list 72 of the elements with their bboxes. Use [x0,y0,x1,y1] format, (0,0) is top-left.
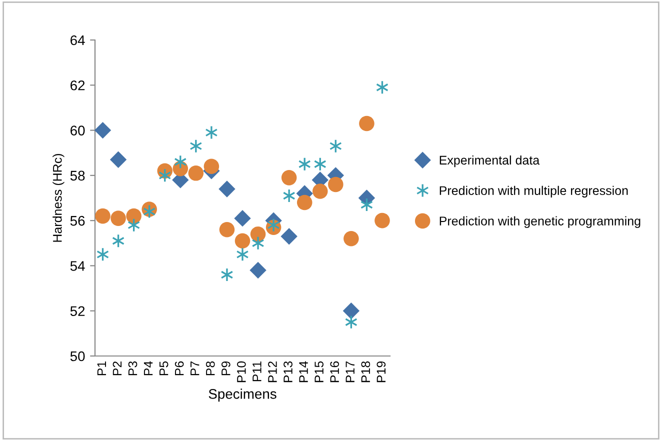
point [95,208,110,224]
point [218,180,236,198]
point [220,268,234,282]
x-tick-label: P18 [361,361,370,382]
point [219,222,235,238]
y-tick-label: 56 [70,216,85,226]
point [312,184,328,199]
point [282,188,296,203]
point [112,234,125,248]
y-tick-label: 52 [70,306,85,316]
x-axis-title: Specimens [208,388,276,402]
point [281,170,297,186]
point [376,80,389,94]
x-tick-label: P16 [330,361,340,382]
y-axis-title: Hardness (HRc) [52,154,64,242]
y-tick-label: 62 [70,80,85,90]
point [280,228,298,245]
x-tick-label: P19 [376,361,386,382]
point [234,210,251,227]
x-tick-label: P15 [314,361,324,382]
point [158,168,172,183]
point [236,247,249,262]
y-tick-label: 64 [70,35,85,46]
x-tick-label: P2 [112,361,122,376]
x-tick-label: P17 [346,361,354,382]
point [328,176,344,192]
point [250,226,266,242]
x-tick-label: P12 [268,361,277,382]
legend-label: Prediction with genetic programming [440,216,640,228]
point [126,208,142,224]
point [329,139,342,154]
point [374,212,390,228]
y-tick-label: 58 [70,170,85,181]
point [359,116,374,132]
point [250,262,266,279]
x-tick-label: P3 [128,361,138,376]
point [110,210,126,226]
point [298,157,311,172]
x-tick-label: P8 [206,361,215,376]
point [96,247,110,262]
x-tick-label: P5 [160,361,168,376]
point [174,154,187,169]
y-tick-label: 50 [70,351,85,362]
point [344,315,358,330]
point [342,302,360,320]
point [94,122,112,139]
x-tick-label: P13 [284,361,292,382]
x-tick-label: P7 [190,361,200,376]
point [188,166,204,181]
point [267,218,280,232]
y-tick-label: 60 [70,126,85,136]
point [234,233,250,249]
x-tick-label: P6 [174,361,184,376]
x-tick-label: P4 [144,361,153,376]
x-tick-label: P14 [299,361,308,382]
point [205,125,218,140]
point [296,194,312,210]
point [314,157,326,172]
legend-label: Experimental data [440,155,540,168]
point [128,218,140,232]
legend-label: Prediction with multiple regression [440,186,628,198]
point [252,236,264,250]
x-tick-label: P10 [237,361,246,382]
point [360,198,373,212]
point [190,139,202,154]
point [204,158,220,174]
point [344,230,359,246]
x-tick-label: P1 [97,361,106,376]
x-tick-label: P9 [221,361,230,376]
y-tick-label: 54 [70,261,85,271]
x-tick-label: P11 [252,361,262,382]
point [110,151,127,168]
